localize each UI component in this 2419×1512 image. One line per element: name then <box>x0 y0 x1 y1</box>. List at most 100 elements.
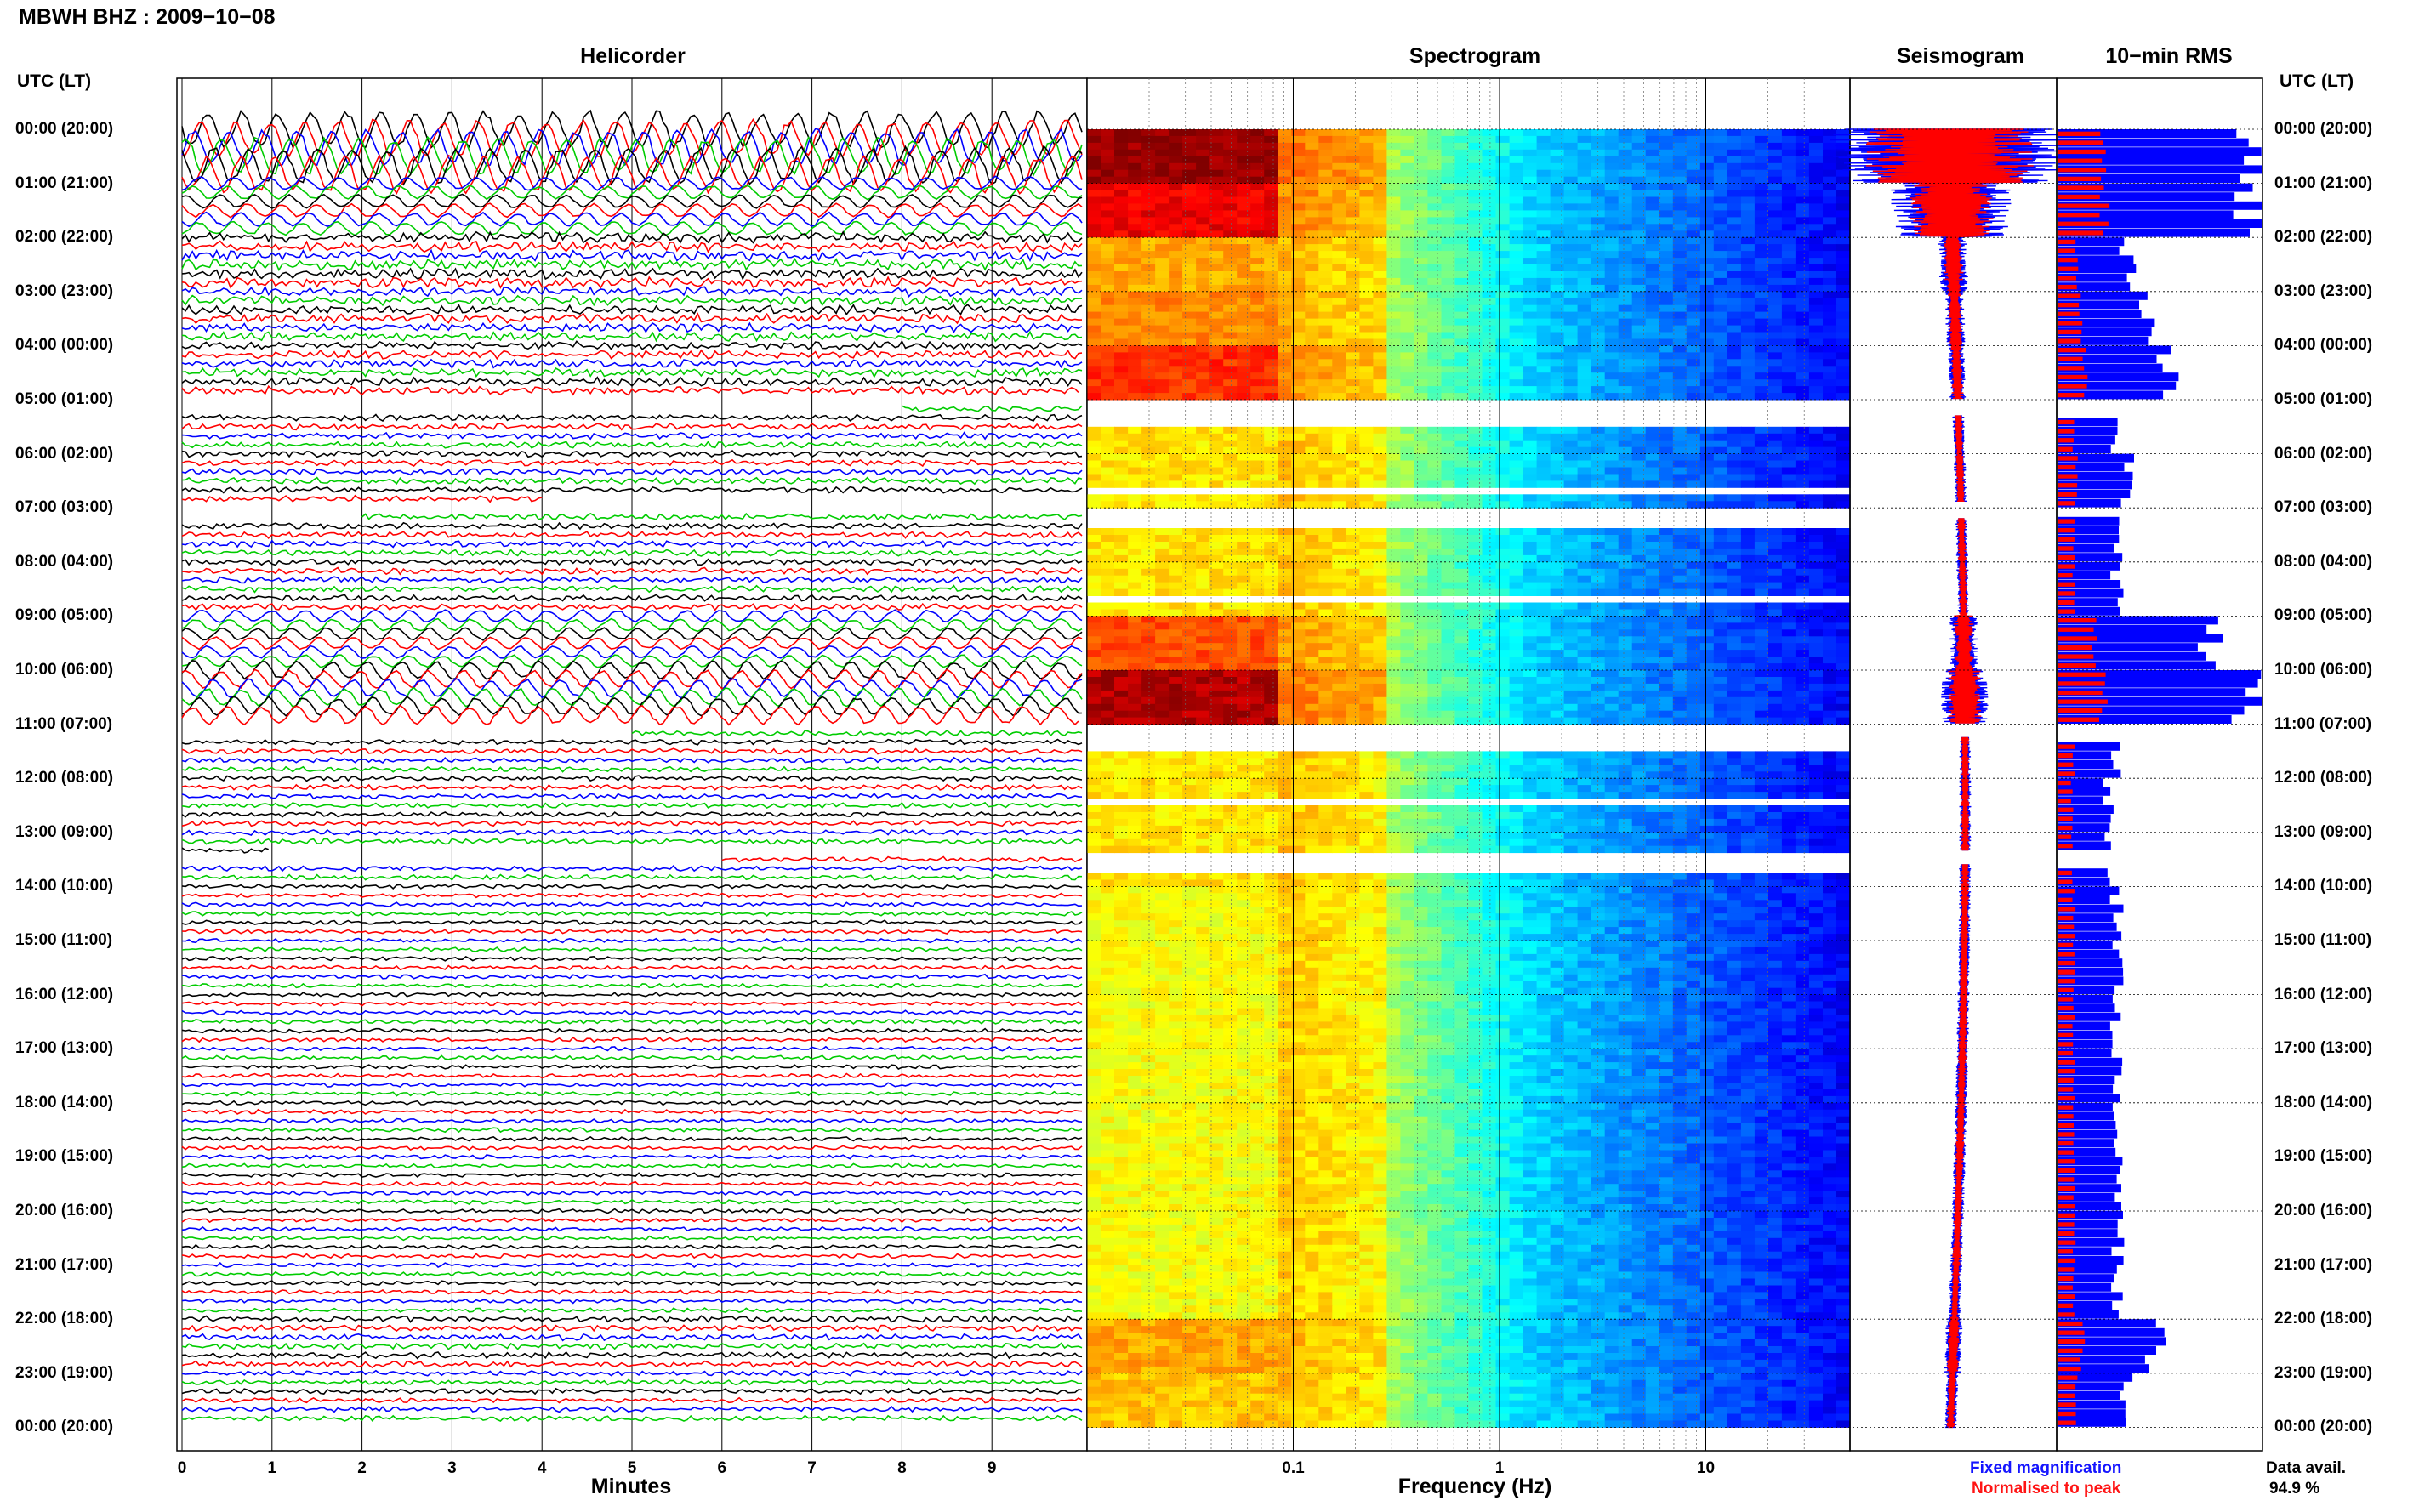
spectrogram-cell <box>1523 230 1538 238</box>
spectrogram-cell <box>1441 588 1456 596</box>
spectrogram-cell <box>1767 480 1783 488</box>
spectrogram-cell <box>1563 528 1579 536</box>
spectrogram-cell <box>1795 717 1810 725</box>
spectrogram-cell <box>1414 643 1428 651</box>
spectrogram-cell <box>1196 190 1210 197</box>
spectrogram-cell <box>1346 657 1360 664</box>
spectrogram-cell <box>1727 683 1742 691</box>
spectrogram-cell <box>1509 542 1524 549</box>
spectrogram-cell <box>1823 277 1837 286</box>
spectrogram-cell <box>1836 778 1851 786</box>
spectrogram-cell <box>1346 568 1360 577</box>
spectrogram-cell <box>1713 277 1728 286</box>
spectrogram-cell <box>1536 616 1551 623</box>
spectrogram-cell <box>1210 710 1224 719</box>
spectrogram-cell <box>1114 176 1129 185</box>
spectrogram-cell <box>1631 758 1647 765</box>
spectrogram-cell <box>1223 169 1238 178</box>
spectrogram-cell <box>1101 183 1115 190</box>
spectrogram-cell <box>1250 359 1265 367</box>
spectrogram-cell <box>1250 284 1265 293</box>
spectrogram-cell <box>1740 561 1756 570</box>
helicorder-trace <box>181 645 1083 659</box>
helicorder-plot <box>176 77 1088 1452</box>
spectrogram-cell <box>1128 162 1142 171</box>
spectrogram-cell <box>1386 318 1401 326</box>
spectrogram-cell <box>1427 277 1442 286</box>
spectrogram-cell <box>1550 629 1565 637</box>
spectrogram-cell <box>1523 501 1538 509</box>
spectrogram-cell <box>1563 318 1579 326</box>
spectrogram-cell <box>1454 230 1470 238</box>
spectrogram-cell <box>1754 433 1769 441</box>
spectrogram-cell <box>1318 142 1333 151</box>
spectrogram-cell <box>1836 643 1851 651</box>
spectrogram-cell <box>1386 338 1401 346</box>
spectrogram-cell <box>1713 386 1728 394</box>
spectrogram-cell <box>1291 446 1306 455</box>
spectrogram-cell <box>1196 650 1210 657</box>
spectrogram-cell <box>1141 366 1156 373</box>
spectrogram-cell <box>1305 366 1319 373</box>
spectrogram-cell <box>1659 710 1674 719</box>
spectrogram-cell <box>1713 554 1728 563</box>
spectrogram-cell <box>1305 467 1319 475</box>
spectrogram-cell <box>1346 298 1360 306</box>
spectrogram-cell <box>1618 696 1633 705</box>
spectrogram-cell <box>1495 426 1511 435</box>
spectrogram-cell <box>1509 650 1524 657</box>
spectrogram-cell <box>1101 318 1115 326</box>
spectrogram-cell <box>1767 494 1783 502</box>
spectrogram-cell <box>1400 251 1414 259</box>
spectrogram-cell <box>1468 298 1483 306</box>
spectrogram-cell <box>1359 703 1374 712</box>
spectrogram-cell <box>1114 359 1129 367</box>
spectrogram-cell <box>1169 440 1183 448</box>
spectrogram-cell <box>1332 237 1346 245</box>
spectrogram-cell <box>1141 244 1156 252</box>
spectrogram-cell <box>1128 224 1142 231</box>
spectrogram-cell <box>1359 345 1374 353</box>
spectrogram-cell <box>1645 190 1660 197</box>
spectrogram-cell <box>1823 643 1837 651</box>
spectrogram-cell <box>1754 616 1769 623</box>
spectrogram-cell <box>1400 298 1414 306</box>
spectrogram-cell <box>1740 650 1756 657</box>
spectrogram-cell <box>1767 751 1783 759</box>
spectrogram-cell <box>1836 318 1851 326</box>
spectrogram-cell <box>1101 338 1115 346</box>
spectrogram-cell <box>1550 237 1565 245</box>
spectrogram-cell <box>1740 325 1756 333</box>
spectrogram-cell <box>1264 393 1278 401</box>
spectrogram-cell <box>1400 650 1414 657</box>
spectrogram-cell <box>1645 129 1660 137</box>
spectrogram-cell <box>1332 162 1346 171</box>
spectrogram-cell <box>1237 244 1251 252</box>
spectrogram-cell <box>1781 554 1796 563</box>
spectrogram-cell <box>1141 190 1156 197</box>
spectrogram-cell <box>1754 332 1769 339</box>
spectrogram-cell <box>1577 696 1592 705</box>
spectrogram-cell <box>1305 554 1319 563</box>
spectrogram-cell <box>1808 426 1824 435</box>
spectrogram-cell <box>1618 588 1633 596</box>
spectrogram-cell <box>1781 325 1796 333</box>
spectrogram-cell <box>1781 135 1796 144</box>
spectrogram-cell <box>1563 460 1579 468</box>
spectrogram-cell <box>1237 426 1251 435</box>
spectrogram-cell <box>1223 332 1238 339</box>
spectrogram-cell <box>1264 210 1278 218</box>
spectrogram-cell <box>1264 230 1278 238</box>
spectrogram-cell <box>1101 196 1115 204</box>
spectrogram-cell <box>1713 338 1728 346</box>
spectrogram-cell <box>1604 710 1619 719</box>
spectrogram-cell <box>1264 258 1278 265</box>
spectrogram-cell <box>1414 535 1428 543</box>
spectrogram-cell <box>1223 535 1238 543</box>
helicorder-trace <box>181 847 269 854</box>
spectrogram-cell <box>1318 318 1333 326</box>
spectrogram-cell <box>1101 149 1115 157</box>
spectrogram-cell <box>1332 156 1346 164</box>
spectrogram-cell <box>1767 196 1783 204</box>
spectrogram-cell <box>1114 710 1129 719</box>
